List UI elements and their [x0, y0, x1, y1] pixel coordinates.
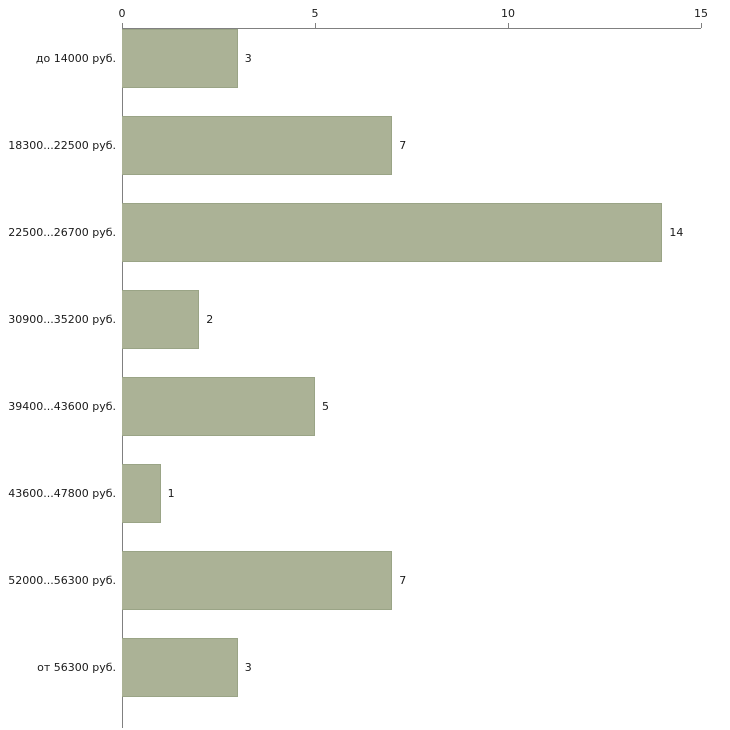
bar-row: до 14000 руб. 3	[0, 29, 701, 88]
bar-area: 1	[122, 464, 701, 523]
category-label: 52000...56300 руб.	[8, 574, 116, 587]
bar	[122, 638, 238, 697]
bar-area: 7	[122, 551, 701, 610]
bar	[122, 29, 238, 88]
value-label: 7	[399, 574, 407, 587]
x-axis-tick	[315, 23, 316, 28]
bar	[122, 290, 200, 349]
bar	[122, 464, 161, 523]
value-label: 3	[244, 661, 252, 674]
bar-row: 22500...26700 руб. 14	[0, 203, 701, 262]
bar-area: 3	[122, 638, 701, 697]
bar-area: 5	[122, 377, 701, 436]
bar	[122, 551, 393, 610]
bar-row: 30900...35200 руб. 2	[0, 290, 701, 349]
category-label: до 14000 руб.	[35, 52, 116, 65]
x-axis-tick-label: 0	[118, 7, 126, 20]
x-axis-tick	[701, 23, 702, 28]
category-label: 30900...35200 руб.	[8, 313, 116, 326]
category-label: 39400...43600 руб.	[8, 400, 116, 413]
value-label: 2	[206, 313, 214, 326]
value-label: 14	[669, 226, 684, 239]
bar-row: 39400...43600 руб. 5	[0, 377, 701, 436]
bar-area: 7	[122, 116, 701, 175]
x-axis-tick-label: 15	[694, 7, 708, 20]
bar-row: от 56300 руб. 3	[0, 638, 701, 697]
bar	[122, 203, 663, 262]
bar-area: 14	[122, 203, 701, 262]
x-axis-tick	[122, 23, 123, 28]
x-axis-tick	[508, 23, 509, 28]
x-axis-tick-label: 5	[311, 7, 319, 20]
value-label: 7	[399, 139, 407, 152]
bar-area: 3	[122, 29, 701, 88]
bar	[122, 116, 393, 175]
category-label: от 56300 руб.	[37, 661, 116, 674]
category-label: 18300...22500 руб.	[8, 139, 116, 152]
category-label: 43600...47800 руб.	[8, 487, 116, 500]
bars-area: до 14000 руб. 3 18300...22500 руб. 7 22500..…	[0, 29, 701, 697]
category-label: 22500...26700 руб.	[8, 226, 116, 239]
bar-row: 52000...56300 руб. 7	[0, 551, 701, 610]
value-label: 3	[244, 52, 252, 65]
bar-area: 2	[122, 290, 701, 349]
x-axis-tick-label: 10	[501, 7, 515, 20]
x-axis: 0 5 10 15	[119, 7, 708, 29]
value-label: 5	[322, 400, 329, 413]
bar-row: 43600...47800 руб. 1	[0, 464, 701, 523]
bar	[122, 377, 315, 436]
bar-row: 18300...22500 руб. 7	[0, 116, 701, 175]
value-label: 1	[167, 487, 175, 500]
